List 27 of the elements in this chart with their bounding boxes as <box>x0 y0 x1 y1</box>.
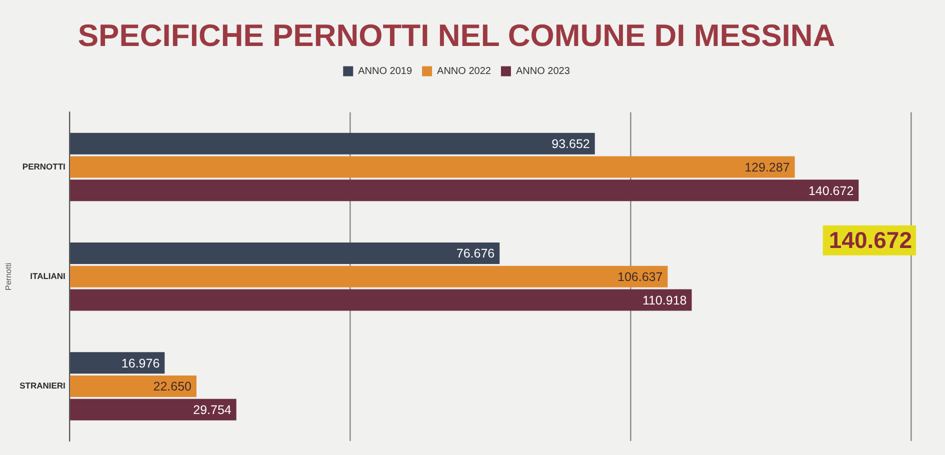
y-tick-label: STRANIERI <box>20 380 66 391</box>
data-label: 22.650 <box>153 380 192 394</box>
y-tick-label: ITALIANI <box>30 270 66 281</box>
legend-label: ANNO 2022 <box>437 66 492 77</box>
bar <box>70 266 668 288</box>
data-label: 140.672 <box>808 184 854 198</box>
data-label: 16.976 <box>121 356 160 370</box>
data-label: 129.287 <box>744 160 790 174</box>
bar <box>70 398 236 420</box>
data-label: 93.652 <box>552 137 590 152</box>
data-label: 29.754 <box>193 403 232 418</box>
bar <box>70 180 859 202</box>
chart-title: SPECIFICHE PERNOTTI NEL COMUNE DI MESSINA <box>78 18 836 54</box>
legend-label: ANNO 2023 <box>516 66 570 77</box>
bar <box>70 352 165 374</box>
annotation: 140.672 <box>828 226 912 253</box>
bar <box>70 289 692 311</box>
data-label: 110.918 <box>642 293 687 308</box>
bar <box>70 132 595 154</box>
data-label: 76.676 <box>456 246 495 261</box>
data-label: 106.637 <box>618 270 663 284</box>
bar <box>70 242 500 264</box>
bar <box>70 156 795 178</box>
y-axis-title: Pernotti <box>4 262 14 290</box>
y-tick-label: PERNOTTI <box>22 161 66 172</box>
bar <box>70 375 196 397</box>
legend-label: ANNO 2019 <box>358 66 412 77</box>
